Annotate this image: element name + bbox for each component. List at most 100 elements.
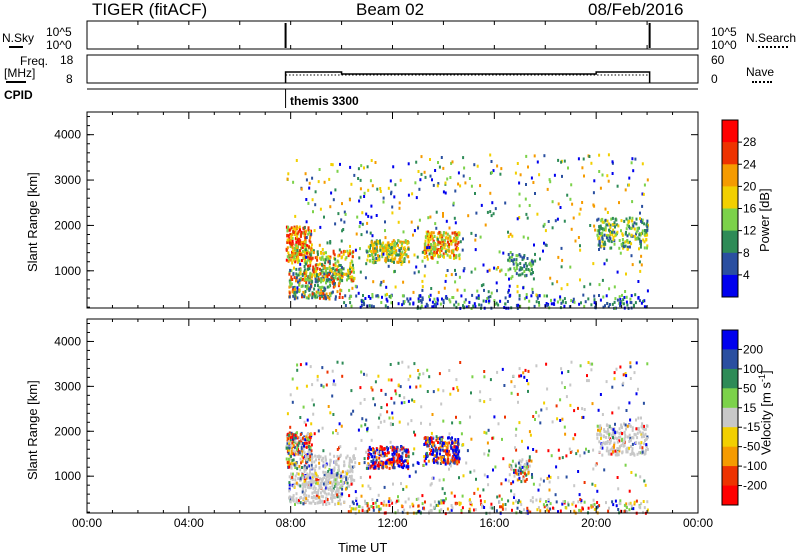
power-cell	[376, 240, 379, 244]
power-cell	[523, 254, 526, 257]
velocity-cell	[483, 430, 486, 434]
velocity-cell	[603, 468, 606, 472]
velocity-cell	[352, 409, 355, 413]
power-cell	[312, 292, 315, 296]
velocity-cell	[643, 442, 646, 446]
velocity-cell	[332, 495, 335, 499]
velocity-cell	[637, 426, 640, 430]
velocity-cell	[314, 454, 317, 458]
velocity-cell	[334, 472, 337, 476]
velocity-cell	[325, 472, 328, 476]
velocity-cell	[310, 463, 313, 467]
power-cell	[402, 230, 405, 234]
velocity-cell	[313, 473, 316, 477]
power-cell	[349, 165, 352, 169]
power-cell	[476, 296, 479, 300]
power-cell	[645, 231, 648, 235]
power-cell	[318, 168, 321, 171]
power-cell	[413, 271, 416, 275]
power-cell	[391, 249, 394, 253]
velocity-cell	[407, 465, 410, 469]
power-cell	[487, 301, 490, 305]
velocity-cell	[539, 497, 542, 501]
velocity-cell	[614, 422, 616, 426]
power-cell	[305, 260, 308, 264]
power-cell	[594, 305, 597, 309]
power-cell	[525, 273, 528, 277]
power-cell	[441, 297, 443, 301]
velocity-cell	[326, 499, 329, 503]
power-cell	[420, 304, 423, 308]
power-cell	[530, 259, 533, 263]
power-cell	[530, 268, 533, 272]
power-cell	[509, 267, 512, 271]
power-cell	[335, 268, 338, 272]
power-cell	[348, 296, 351, 300]
velocity-cell	[391, 416, 394, 420]
power-cell	[608, 303, 611, 306]
power-cell	[381, 255, 384, 259]
power-cell	[358, 199, 361, 203]
velocity-ytick-label: 3000	[54, 379, 81, 393]
velocity-cell	[615, 367, 618, 371]
velocity-cell	[385, 454, 388, 457]
power-cell	[390, 192, 392, 196]
velocity-cell	[608, 424, 611, 428]
power-cell	[434, 247, 436, 251]
velocity-cell	[306, 483, 309, 487]
velocity-cell	[632, 507, 635, 511]
velocity-cell	[350, 510, 352, 513]
velocity-cell	[431, 413, 434, 416]
power-cell	[507, 230, 509, 234]
velocity-cell	[321, 426, 324, 430]
velocity-cell	[351, 500, 354, 504]
velocity-cell	[521, 470, 524, 474]
velocity-cell	[452, 387, 455, 391]
power-cell	[418, 218, 421, 222]
velocity-colorbar-tick-label: -50	[743, 440, 761, 454]
velocity-cell	[302, 447, 305, 451]
power-cell	[359, 195, 362, 199]
velocity-cell	[623, 430, 626, 434]
velocity-cell	[611, 432, 614, 436]
velocity-cell	[340, 424, 343, 428]
power-cell	[450, 251, 453, 255]
velocity-cell	[583, 500, 586, 504]
power-cell	[334, 264, 337, 268]
power-cell	[618, 246, 621, 250]
power-cell	[588, 155, 591, 158]
power-cell	[333, 282, 336, 286]
velocity-cell	[547, 509, 550, 513]
velocity-cell	[546, 476, 549, 480]
velocity-cell	[290, 466, 293, 470]
power-cell	[429, 247, 431, 251]
velocity-cell	[311, 383, 314, 387]
power-cell	[430, 231, 433, 235]
velocity-cell	[421, 494, 424, 498]
power-cell	[329, 294, 332, 298]
power-cell	[515, 272, 518, 276]
power-cell	[630, 233, 633, 237]
power-cell	[349, 244, 351, 248]
power-cell	[309, 236, 312, 240]
velocity-cell	[448, 369, 451, 372]
power-cell	[611, 302, 614, 306]
power-cell	[634, 236, 637, 240]
power-cell	[538, 294, 541, 298]
power-cell	[446, 269, 449, 272]
velocity-cell	[384, 461, 387, 465]
power-cell	[622, 298, 625, 302]
velocity-colorbar-swatch	[722, 427, 738, 448]
velocity-cell	[343, 463, 346, 467]
velocity-cell	[625, 409, 628, 412]
power-cell	[294, 260, 297, 264]
velocity-cell	[523, 464, 526, 468]
power-cell	[471, 293, 474, 297]
power-cell	[525, 267, 528, 271]
power-cell	[320, 271, 323, 275]
power-cell	[347, 271, 350, 275]
velocity-cell	[316, 378, 319, 382]
velocity-cell	[291, 498, 294, 502]
velocity-cell	[418, 372, 421, 376]
velocity-cell	[391, 448, 394, 452]
